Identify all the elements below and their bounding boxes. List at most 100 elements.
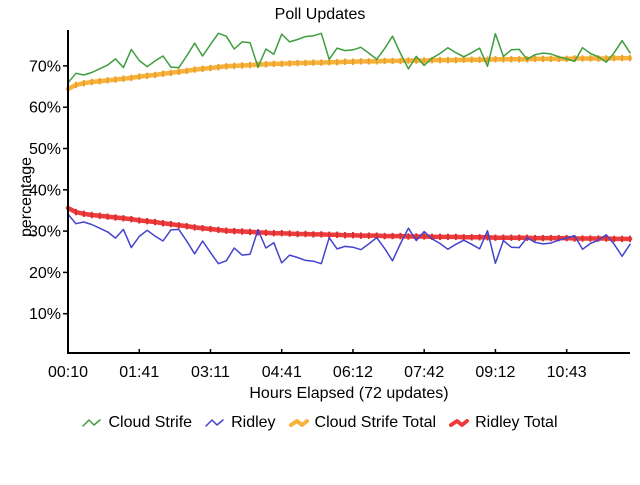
legend-glyph [205,419,224,427]
ridley-total-point-marker [169,220,172,228]
cloud-strife-total-point-marker [185,67,188,75]
legend-label: Cloud Strife [108,414,193,431]
cloud-strife-total-point-marker [193,66,196,73]
ridley-line [67,213,631,265]
cloud-strife-total-point-marker [383,57,386,65]
ridley-total-point-marker [367,232,370,239]
cloud-strife-total-point-marker [90,78,93,86]
cloud-strife-total-point-marker [391,57,394,65]
ridley-total-point-marker [344,232,347,239]
x-tick-label: 03:11 [191,364,230,381]
ridley-total-point-marker [320,231,323,238]
ridley-total-point-marker [581,235,584,242]
ridley-total-point-marker [462,234,465,241]
ridley-total-point-marker [90,211,93,219]
ridley-total-point-marker [185,222,188,230]
x-tick-label: 01:41 [119,364,159,381]
legend-label: Ridley Total [475,414,558,431]
cloud-strife-total-point-marker [336,58,339,66]
ridley-total-point-marker [193,224,196,231]
cloud-strife-total-point-marker [320,59,323,66]
ridley-total-point-marker [407,233,410,240]
chart-title: Poll Updates [275,6,366,23]
ridley-total-point-marker [502,234,505,241]
cloud-strife-total-line [65,55,633,92]
ridley-total-point-marker [431,233,434,241]
cloud-strife-total-point-marker [351,58,354,65]
ridley-total-point-marker [518,234,521,241]
cloud-strife-total-point-marker [304,59,307,67]
cloud-strife-total-point-marker [130,74,133,82]
cloud-strife-total-point-marker [74,81,77,89]
cloud-strife-total-point-marker [280,60,283,68]
x-tick-label: 06:12 [333,364,373,381]
ridley-total-point-marker [154,218,157,226]
cloud-strife-total-point-marker [209,64,212,72]
x-axis-ticks: 00:10 01:41 03:11 04:41 06:12 07:42 09:12 10:43 [48,349,587,381]
ridley-total-point-marker [328,231,331,239]
y-tick-label: 60% [29,100,61,117]
cloud-strife-line [67,32,631,84]
x-tick-label: 10:43 [547,364,587,381]
y-tick-label: 20% [29,265,61,282]
cloud-strife-total-point-marker [541,55,544,63]
ridley-total-point-marker [82,210,85,217]
ridley-total-point-marker [122,215,125,222]
legend-glyph [288,419,309,427]
x-tick-label: 00:10 [48,364,88,381]
y-tick-label: 30% [29,224,61,241]
ridley-total-point-marker [288,230,291,237]
ridley-total-point-marker [399,232,402,240]
cloud-strife-total-point-marker [272,60,275,68]
cloud-strife-total-point-marker [161,70,164,77]
cloud-strife-total-point-marker [534,55,537,63]
ridley-total-point-marker [439,233,442,241]
cloud-strife-total-point-marker [399,57,402,65]
cloud-strife-total-point-marker [549,55,552,63]
cloud-strife-total-point-marker [407,57,410,64]
cloud-strife-total-point-marker [146,72,149,80]
ridley-total-point-marker [114,214,117,221]
ridley-total-point-marker [375,232,378,239]
cloud-strife-total-point-marker [446,56,449,64]
ridley-total-point-marker [613,235,616,243]
cloud-strife-total-point-marker [264,61,267,68]
cloud-strife-total-point-marker [201,65,204,72]
cloud-strife-total-point-marker [470,56,473,63]
cloud-strife-total-point-marker [573,55,576,62]
cloud-strife-total-point-marker [312,59,315,66]
ridley-total-point-marker [304,230,307,238]
x-tick-label: 04:41 [262,364,302,381]
legend-item-cloud-strife-total: Cloud Strife Total [288,414,436,432]
cloud-strife-total-point-marker [114,76,117,83]
ridley-total-point-marker [233,227,236,235]
ridley-total-line [65,205,633,242]
cloud-strife-total-point-marker [613,54,616,62]
cloud-strife-total-point-marker [557,55,560,63]
ridley-total-point-marker [423,233,426,240]
cloud-strife-total-point-marker [423,57,426,64]
cloud-strife-total-point-marker [233,62,236,70]
cloud-strife-total-point-marker [249,61,252,69]
cloud-strife-total-point-marker [169,69,172,77]
ridley-total-point-marker [351,232,354,239]
cloud-strife-total-point-marker [106,77,109,84]
y-tick-label: 10% [29,306,61,323]
ridley-total-point-marker [312,231,315,238]
cloud-strife-total-point-marker [518,56,521,63]
cloud-strife-total-point-marker [478,56,481,63]
ridley-total-point-marker [573,235,576,242]
ridley-total-point-marker [549,234,552,242]
ridley-total-point-marker [130,215,133,223]
y-tick-label: 50% [29,141,61,158]
ridley-total-point-marker [510,234,513,241]
ridley-total-point-marker [280,229,283,237]
legend-item-ridley: Ridley [205,414,276,432]
cloud-strife-total-point-marker [359,58,362,65]
ridley-total-point-marker [241,228,244,235]
cloud-strife-total-point-marker [415,57,418,64]
cloud-strife-total-point-marker [439,56,442,64]
cloud-strife-total-point-marker [375,58,378,65]
cloud-strife-total-point-marker [454,56,457,64]
